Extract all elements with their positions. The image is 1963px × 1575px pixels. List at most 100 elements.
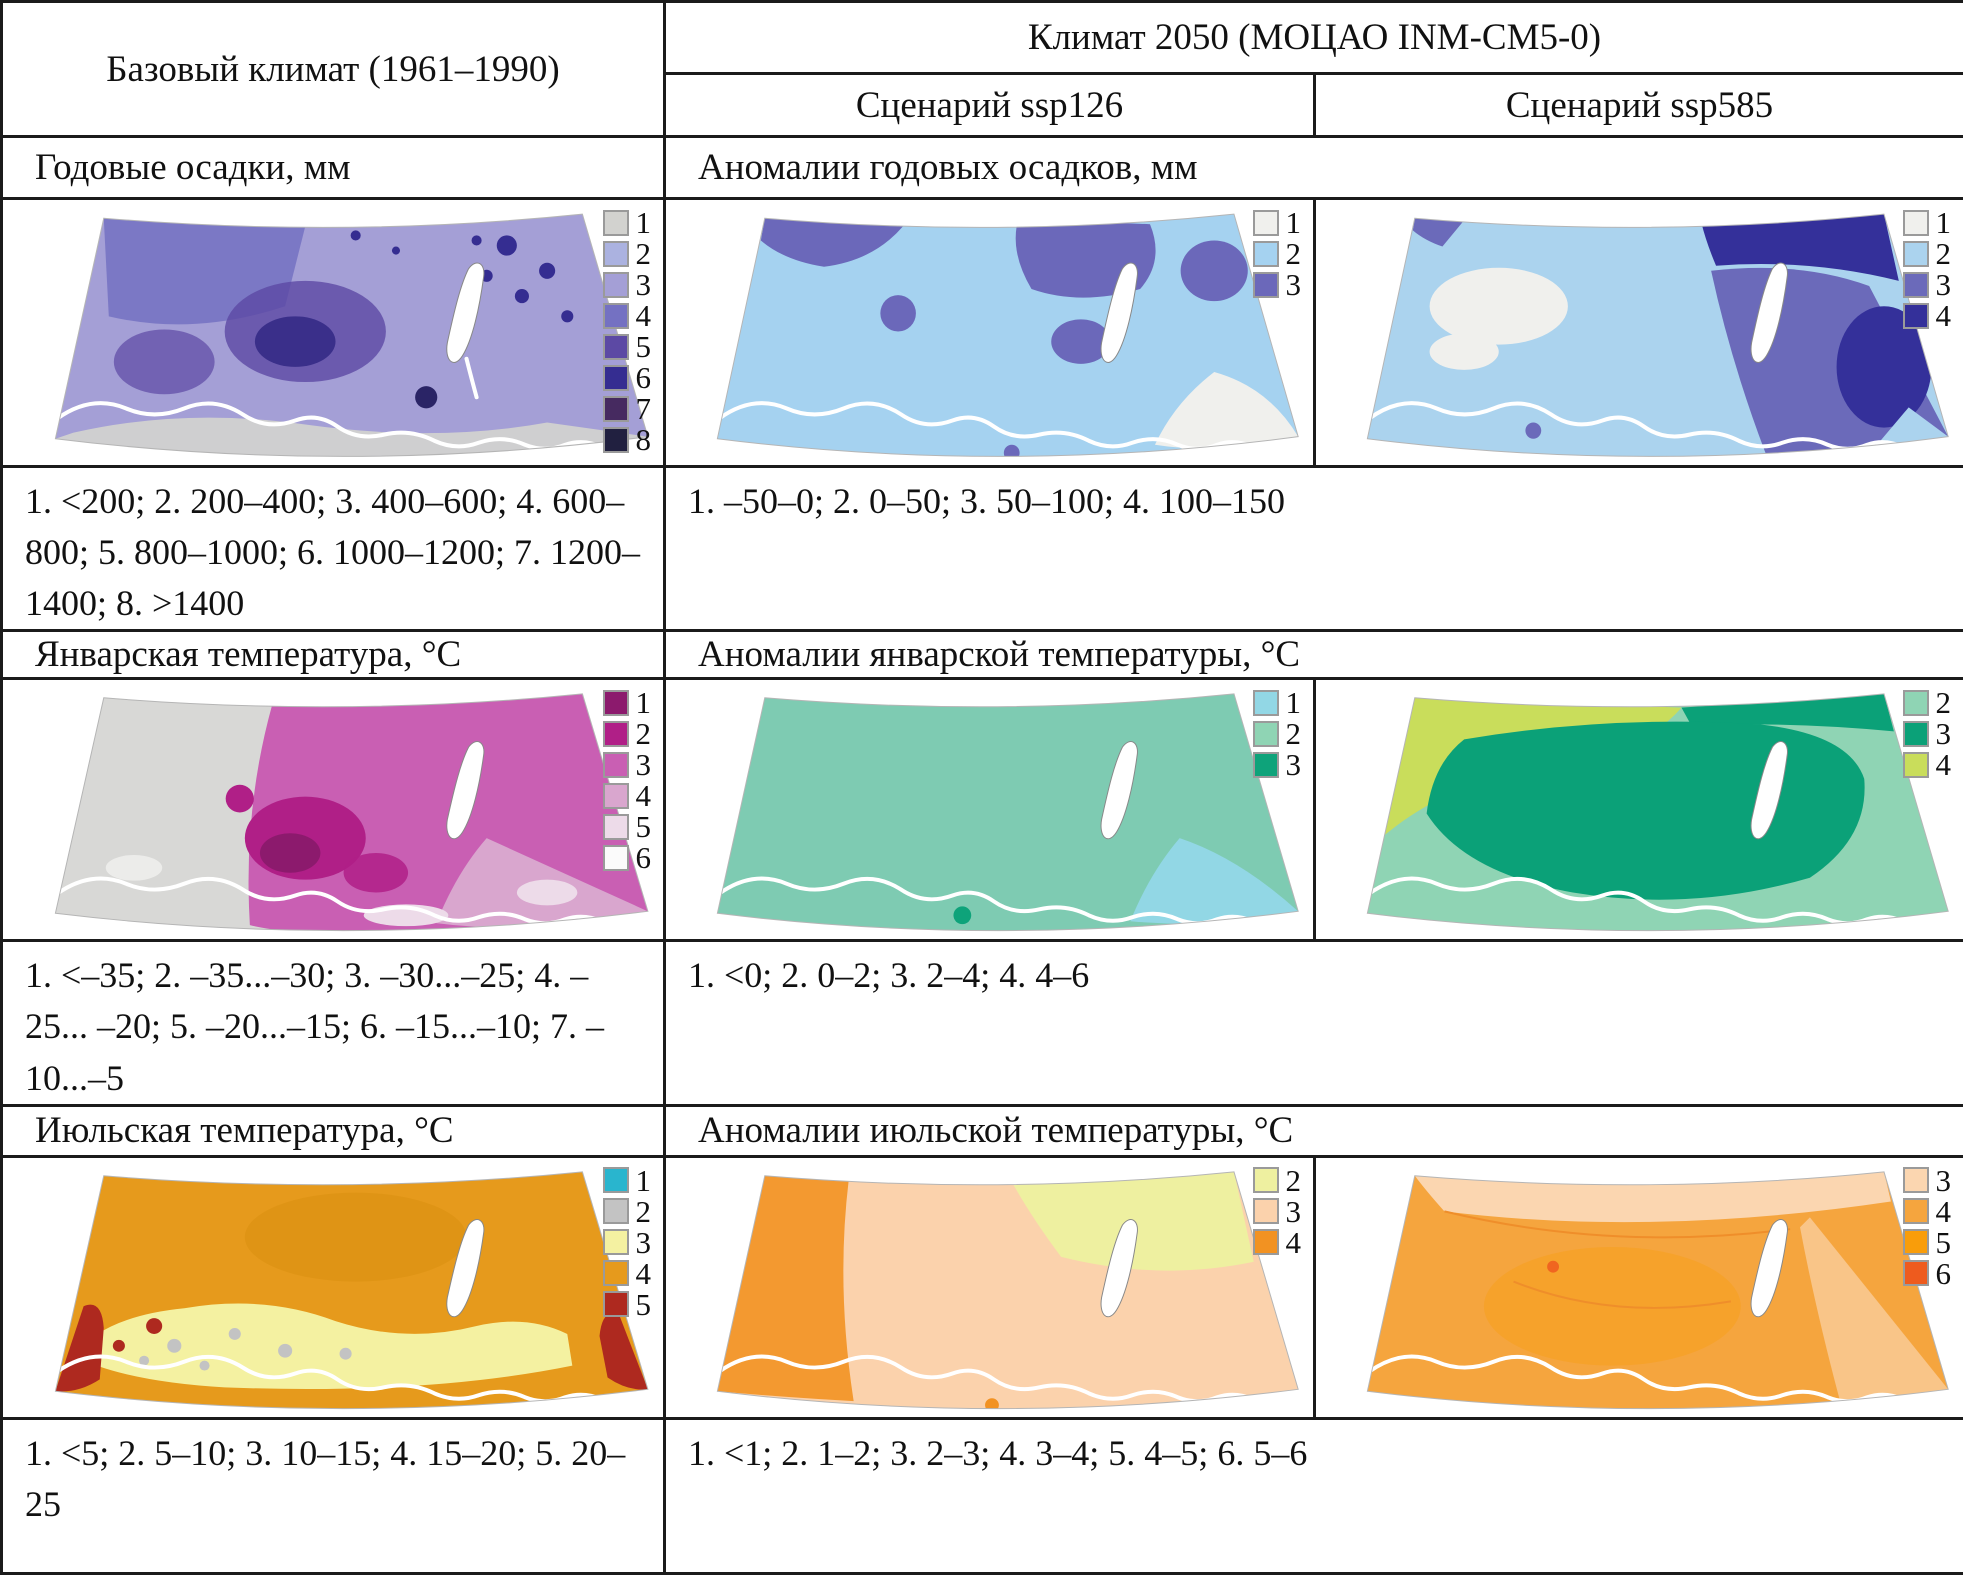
legend-swatch [1253, 690, 1279, 716]
map-region [106, 855, 162, 881]
legend-number: 2 [1936, 689, 1952, 716]
legend-item: 2 [1253, 1167, 1302, 1194]
legend-swatch [1903, 210, 1929, 236]
map-region [985, 1398, 999, 1412]
legend-number: 3 [636, 751, 652, 778]
map-region [255, 316, 336, 367]
map-region [226, 785, 254, 813]
legend-number: 4 [636, 1260, 652, 1287]
legend-item: 4 [603, 302, 652, 329]
legend-number: 7 [636, 395, 652, 422]
legend-swatch [1253, 752, 1279, 778]
legend-number: 3 [1936, 720, 1952, 747]
legend-item: 1 [1253, 689, 1302, 716]
map-january-anomaly-ssp585 [1316, 680, 1963, 939]
legend-swatch [603, 752, 629, 778]
legend-number: 6 [636, 844, 652, 871]
map-region [1181, 240, 1248, 301]
legend-swatch [1903, 1198, 1929, 1224]
map-region [717, 214, 1298, 461]
map-precip-anomaly-ssp126 [666, 200, 1313, 465]
legend-swatch [1903, 1229, 1929, 1255]
legend-item: 1 [1903, 209, 1952, 236]
legend-item: 1 [603, 209, 652, 236]
map-region [392, 247, 400, 255]
map-region [55, 694, 647, 935]
legend-swatch [603, 1229, 629, 1255]
legend-number: 1 [1936, 209, 1952, 236]
legend-number: 6 [1936, 1260, 1952, 1287]
legend-item: 5 [603, 813, 652, 840]
legend-number: 2 [1286, 720, 1302, 747]
map-region [515, 289, 529, 303]
legend-item: 6 [603, 844, 652, 871]
map-july-anomaly-ssp585 [1316, 1158, 1963, 1417]
map-region [717, 694, 1298, 931]
legend-number: 3 [1286, 1198, 1302, 1225]
legend-swatch [603, 1260, 629, 1286]
section-title-july-anomaly: Аномалии июльской температуры, °С [665, 1105, 1963, 1156]
legend-swatch [1903, 1260, 1929, 1286]
legend-number: 6 [636, 364, 652, 391]
legend-swatch [603, 334, 629, 360]
legend-item: 4 [1903, 1198, 1952, 1225]
legend-item: 3 [1253, 1198, 1302, 1225]
legend-number: 1 [636, 689, 652, 716]
legend-item: 2 [1903, 240, 1952, 267]
map-precip-anomaly-ssp585 [1316, 200, 1963, 465]
legend-number: 1 [1286, 689, 1302, 716]
legend-item: 5 [1903, 1229, 1952, 1256]
legend-swatch [603, 1291, 629, 1317]
map-region [199, 1360, 209, 1370]
legend-swatch [1903, 303, 1929, 329]
map-region [880, 295, 916, 331]
legend-number: 2 [1286, 1167, 1302, 1194]
legend-text-precip-base: 1. <200; 2. 200–400; 3. 400–600; 4. 600–… [2, 467, 665, 631]
legend-item: 4 [1903, 302, 1952, 329]
map-region [229, 1328, 241, 1340]
map-region [1430, 268, 1568, 345]
map-region [415, 386, 437, 408]
map-region [561, 310, 573, 322]
map-region [539, 263, 555, 279]
legend-item: 4 [1253, 1229, 1302, 1256]
map-cell-july-ssp585: 3 4 5 6 [1315, 1156, 1963, 1418]
legend-swatch [603, 1198, 629, 1224]
legend-swatch [1253, 1229, 1279, 1255]
legend-swatch [1253, 721, 1279, 747]
legend-item: 1 [603, 1167, 652, 1194]
legend-item: 3 [1903, 271, 1952, 298]
legend-number: 2 [636, 720, 652, 747]
legend-swatch [1253, 1198, 1279, 1224]
legend-number: 4 [636, 302, 652, 329]
legend-text-january-anomaly: 1. <0; 2. 0–2; 3. 2–4; 4. 4–6 [665, 941, 1963, 1105]
legend-item: 3 [1253, 271, 1302, 298]
legend-item: 5 [603, 333, 652, 360]
map-region [55, 1171, 647, 1408]
header-base-climate: Базовый климат (1961–1990) [2, 2, 665, 137]
section-title-july-base: Июльская температура, °С [2, 1105, 665, 1156]
legend-item: 3 [1903, 1167, 1952, 1194]
header-scenario-ssp126: Сценарий ssp126 [665, 74, 1315, 137]
legend-number: 4 [1936, 302, 1952, 329]
legend-swatch [1903, 721, 1929, 747]
map-region [167, 1339, 181, 1353]
legend-swatch [603, 272, 629, 298]
legend-item: 2 [1253, 720, 1302, 747]
map-july-anomaly-ssp126 [666, 1158, 1313, 1417]
legend-number: 3 [636, 1229, 652, 1256]
map-region [517, 880, 577, 906]
legend-swatch [603, 303, 629, 329]
map-january-temperature-base [3, 680, 663, 939]
map-region [139, 1355, 149, 1365]
legend-number: 1 [636, 209, 652, 236]
legend-swatch [603, 210, 629, 236]
